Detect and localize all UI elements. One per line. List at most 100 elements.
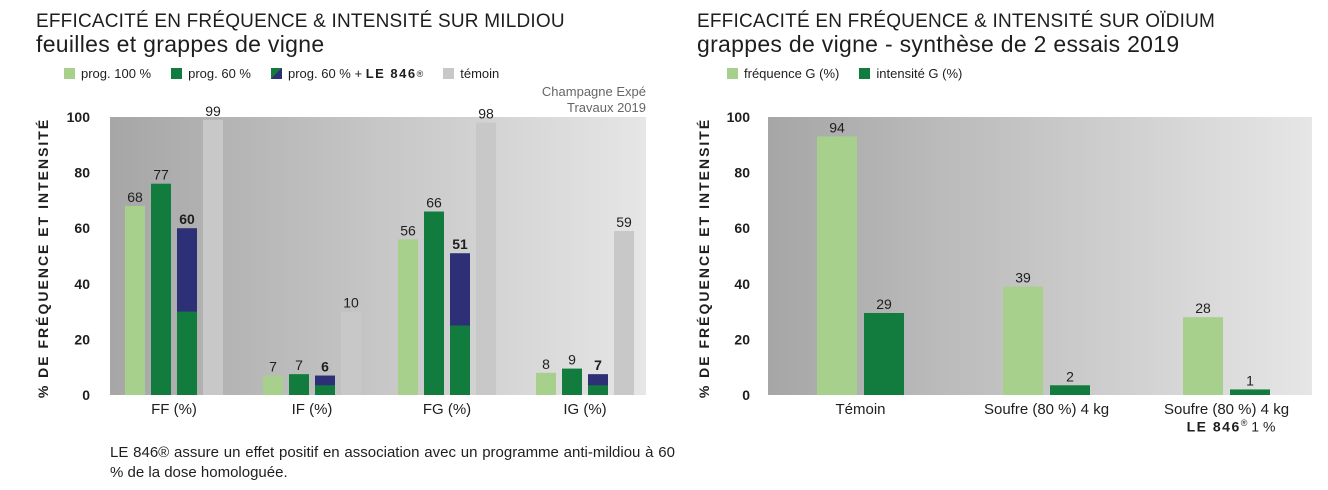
- bar: [1050, 385, 1090, 395]
- legend-swatch-light-green: [64, 68, 75, 79]
- category-label: Soufre (80 %) 4 kg: [1164, 401, 1289, 418]
- legend-label: prog. 100 %: [81, 66, 152, 81]
- legend-item-prog-100: prog. 100 %: [64, 66, 151, 81]
- y-tick-label: 60: [74, 220, 90, 236]
- bar: [1183, 317, 1223, 395]
- legend-swatch-grey: [443, 68, 455, 79]
- bar: [263, 375, 283, 395]
- y-tick-label: 60: [734, 220, 750, 236]
- bar: [341, 311, 361, 395]
- brand-name: LE 846: [1186, 418, 1241, 435]
- legend-label: prog. 60 % +: [287, 66, 366, 81]
- footnote: LE 846® assure un effet positif en assoc…: [110, 444, 675, 481]
- y-tick-label: 0: [82, 387, 90, 403]
- left-plot-background: [110, 117, 646, 395]
- data-label: 7: [295, 357, 303, 373]
- y-tick-label: 20: [734, 331, 750, 347]
- y-tick-label: 20: [74, 331, 90, 347]
- registered-mark: ®: [1240, 418, 1248, 428]
- bar: [536, 372, 556, 395]
- left-chart-subtitle: feuilles et grappes de vigne: [36, 31, 325, 57]
- right-chart-subtitle: grappes de vigne - synthèse de 2 essais …: [697, 31, 1180, 57]
- data-label: 2: [1066, 368, 1074, 384]
- bar-base-segment: [588, 385, 608, 395]
- data-label: 98: [478, 106, 494, 122]
- legend-swatch-split: [270, 68, 282, 79]
- right-chart-title: EFFICACITÉ EN FRÉQUENCE & INTENSITÉ SUR …: [697, 11, 1216, 32]
- source-line: Travaux 2019: [566, 100, 646, 115]
- legend-label: fréquence G (%): [744, 66, 840, 81]
- y-tick-label: 40: [734, 276, 750, 292]
- left-chart-title: EFFICACITÉ EN FRÉQUENCE & INTENSITÉ SUR …: [36, 11, 565, 32]
- legend-swatch-dark-green: [171, 68, 183, 79]
- bar-base-segment: [315, 385, 335, 395]
- source-line: Champagne Expé: [541, 84, 646, 99]
- bar-base-segment: [177, 311, 197, 395]
- registered-mark: ®: [416, 68, 424, 79]
- left-y-axis-label: % DE FRÉQUENCE ET INTENSITÉ: [35, 118, 51, 398]
- bar: [476, 122, 496, 395]
- bar: [151, 183, 171, 395]
- bar-base-segment: [450, 325, 470, 395]
- legend-item-temoin: témoin: [443, 66, 499, 81]
- legend-item-prog-60: prog. 60 %: [171, 66, 251, 81]
- brand-name: LE 846: [365, 66, 417, 81]
- data-label: 7: [269, 359, 277, 375]
- data-label: 51: [452, 236, 468, 252]
- data-label: 56: [400, 222, 416, 238]
- y-tick-label: 100: [727, 109, 751, 125]
- data-label: 94: [829, 119, 845, 135]
- bar: [864, 312, 904, 395]
- category-label: IF (%): [292, 401, 333, 418]
- y-tick-label: 100: [67, 109, 91, 125]
- y-tick-label: 40: [74, 276, 90, 292]
- data-label: 10: [343, 295, 359, 311]
- legend-label: témoin: [460, 66, 500, 81]
- data-label: 8: [542, 356, 550, 372]
- bar: [203, 119, 223, 395]
- data-label: 59: [616, 214, 632, 230]
- bar: [424, 211, 444, 395]
- data-label: 29: [876, 296, 892, 312]
- category-label: FF (%): [151, 401, 197, 418]
- legend-item-intensite: intensité G (%): [859, 66, 962, 81]
- data-label: 77: [153, 167, 169, 183]
- legend-item-frequence: fréquence G (%): [727, 66, 839, 81]
- data-label: 28: [1195, 300, 1211, 316]
- category-label: Témoin: [835, 401, 885, 418]
- category-sub-text: 1 %: [1247, 418, 1276, 435]
- bar: [398, 239, 418, 395]
- data-label: 60: [179, 211, 195, 227]
- data-label: 66: [426, 195, 442, 211]
- legend-item-prog-60-le846: prog. 60 % + LE 846 ®: [270, 66, 424, 81]
- bar: [1003, 286, 1043, 395]
- bar: [289, 374, 309, 395]
- legend-label: intensité G (%): [876, 66, 963, 81]
- right-legend: fréquence G (%) intensité G (%): [727, 66, 982, 81]
- bar: [562, 368, 582, 395]
- left-legend: prog. 100 % prog. 60 % prog. 60 % + LE 8…: [64, 66, 519, 81]
- category-sub-label: LE 846® 1 %: [1156, 418, 1306, 435]
- data-label: 39: [1015, 270, 1031, 286]
- category-label: IG (%): [563, 401, 606, 418]
- bar: [125, 205, 145, 395]
- data-label: 7: [594, 357, 602, 373]
- data-label: 68: [127, 189, 143, 205]
- bar: [817, 136, 857, 395]
- source-note: Champagne Expé Travaux 2019: [470, 84, 646, 116]
- data-label: 1: [1246, 372, 1254, 388]
- legend-swatch-light-green: [727, 68, 738, 79]
- data-label: 6: [321, 359, 329, 375]
- legend-label: prog. 60 %: [188, 66, 251, 81]
- y-tick-label: 80: [734, 165, 750, 181]
- bar: [1230, 389, 1270, 395]
- category-label: Soufre (80 %) 4 kg: [984, 401, 1109, 418]
- data-label: 99: [205, 103, 221, 119]
- bar: [614, 230, 634, 395]
- category-label: FG (%): [423, 401, 471, 418]
- y-tick-label: 0: [742, 387, 750, 403]
- legend-swatch-dark-green: [859, 68, 871, 79]
- data-label: 9: [568, 352, 576, 368]
- right-y-axis-label: % DE FRÉQUENCE ET INTENSITÉ: [696, 118, 712, 398]
